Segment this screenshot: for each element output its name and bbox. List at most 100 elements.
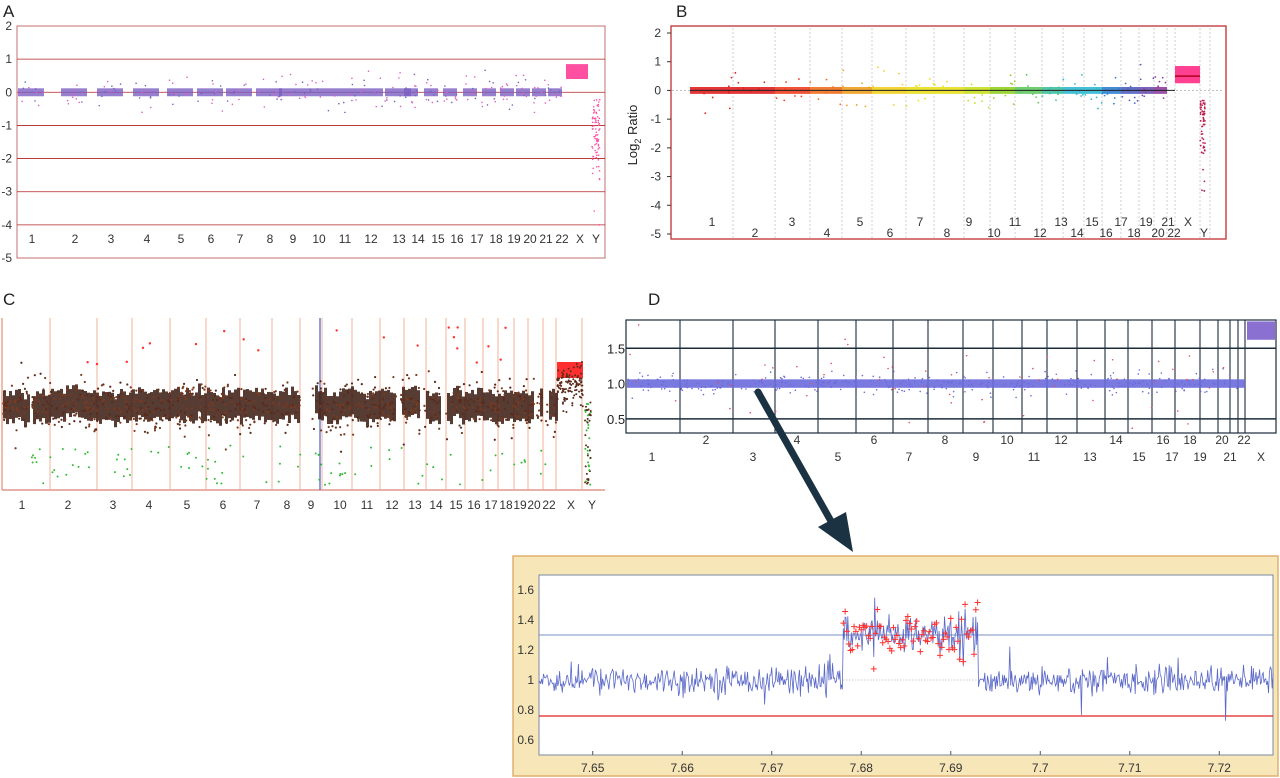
chart-zoom-marker <box>867 635 874 642</box>
chart-d-point <box>711 385 713 387</box>
chart-a-y-point <box>596 134 599 136</box>
chart-a-chromosome-band <box>18 88 44 97</box>
chart-a: 210-1-2-3-4-5 1 2 3 4 5 6 7 8 9 10 11 12 13 14 15 16 17 1… <box>1 19 606 265</box>
chart-a-point <box>360 90 363 93</box>
chart-c-point <box>126 403 129 406</box>
chart-a-point <box>309 90 312 92</box>
chart-a-point <box>454 97 457 100</box>
chart-a-chromosome-band <box>424 88 438 97</box>
chart-c-point <box>241 407 244 411</box>
chart-c-point <box>438 411 441 414</box>
chart-c-low-point <box>320 463 323 466</box>
chart-b-y-point <box>1201 137 1204 139</box>
chart-a-y-point <box>591 117 594 120</box>
chart-c-low-point <box>388 449 391 452</box>
chart-c-x-point <box>579 404 582 407</box>
chart-a-point <box>425 98 428 101</box>
chart-d-point <box>1044 377 1047 380</box>
chart-c-band <box>432 393 435 422</box>
chart-c-high-point <box>499 358 502 361</box>
chart-c-point <box>132 417 136 421</box>
chart-c-point <box>107 392 110 395</box>
chart-a-point <box>427 99 430 101</box>
chart-c-point <box>423 387 426 391</box>
chart-a-frame <box>16 25 606 259</box>
chart-c-point <box>524 419 527 422</box>
chart-c-x-label-x: X <box>567 498 575 512</box>
chart-a-x-label-y: Y <box>592 232 600 246</box>
chart-c-point <box>263 422 266 425</box>
chart-d-point <box>1044 370 1046 373</box>
chart-c-band <box>519 393 522 422</box>
chart-c-y-point <box>589 411 592 414</box>
chart-b-point <box>1114 76 1117 79</box>
chart-c-x-point <box>561 387 564 390</box>
chart-c-point <box>257 408 260 411</box>
chart-c-point <box>184 424 187 427</box>
chart-a-point <box>333 95 336 97</box>
chart-c-point <box>61 413 65 416</box>
chart-b-point <box>1157 85 1160 88</box>
chart-d-point <box>672 372 674 375</box>
chart-a-y-point <box>591 147 594 149</box>
chart-c-point <box>60 394 63 397</box>
chart-c-point <box>25 390 28 393</box>
chart-b-y-point <box>1203 106 1206 109</box>
chart-c-point <box>517 415 520 419</box>
chart-d-point <box>717 379 719 382</box>
chart-c-point <box>479 407 482 411</box>
chart-c-point <box>287 420 290 423</box>
chart-c-point <box>138 412 141 415</box>
chart-c-band <box>264 394 267 423</box>
chart-c-point <box>544 419 548 423</box>
chart-a-points <box>18 64 601 226</box>
chart-d-point <box>848 381 850 384</box>
chart-c-band <box>468 393 471 422</box>
chart-c-band <box>99 395 102 424</box>
chart-b-x-label-8: 8 <box>944 226 951 240</box>
chart-d-point <box>841 380 844 383</box>
chart-c-x-point <box>565 380 568 383</box>
chart-a-point <box>147 93 150 95</box>
chart-d-point <box>749 385 752 387</box>
chart-c-band <box>189 392 192 421</box>
chart-c-point <box>144 407 148 410</box>
chart-c-point <box>31 406 34 409</box>
chart-c-point <box>33 418 36 421</box>
chart-c-band <box>27 394 30 423</box>
chart-b-point <box>1158 80 1161 83</box>
chart-c-band <box>390 392 393 421</box>
chart-d-points <box>627 321 1275 429</box>
chart-a-point <box>268 94 271 97</box>
chart-a-point <box>469 89 472 92</box>
chart-d-point <box>727 381 729 384</box>
chart-d-y-tick-label: 1.5 <box>607 341 625 356</box>
chart-c-point <box>298 396 301 399</box>
chart-c-point <box>59 397 62 400</box>
chart-c-point <box>223 411 227 414</box>
chart-c-low-point <box>489 469 492 472</box>
chart-b-point <box>703 92 705 95</box>
chart-c-x-point <box>567 367 570 370</box>
chart-c-point <box>350 382 354 385</box>
chart-a-point <box>245 83 247 85</box>
chart-c-x-point <box>572 366 575 369</box>
chart-c-point <box>296 408 299 411</box>
chart-c-point <box>515 399 518 402</box>
chart-d-outlier <box>950 402 953 404</box>
chart-c-point <box>531 401 534 404</box>
chart-a-chromosome-band <box>226 88 252 97</box>
chart-a-point <box>540 91 543 94</box>
chart-c-point <box>343 433 346 436</box>
chart-c-point <box>433 400 436 403</box>
chart-d-point <box>1153 379 1156 382</box>
chart-b-y-point <box>1202 152 1205 155</box>
chart-b-y-tick-label: 2 <box>654 26 661 40</box>
chart-c-x-label-13: 13 <box>408 498 422 512</box>
chart-c-point <box>356 416 359 419</box>
chart-c-point <box>26 376 30 379</box>
chart-d-point <box>821 385 824 387</box>
chart-c-point <box>184 397 188 401</box>
chart-a-y-tick-label: 0 <box>5 85 12 99</box>
chart-d-point <box>1027 386 1030 388</box>
